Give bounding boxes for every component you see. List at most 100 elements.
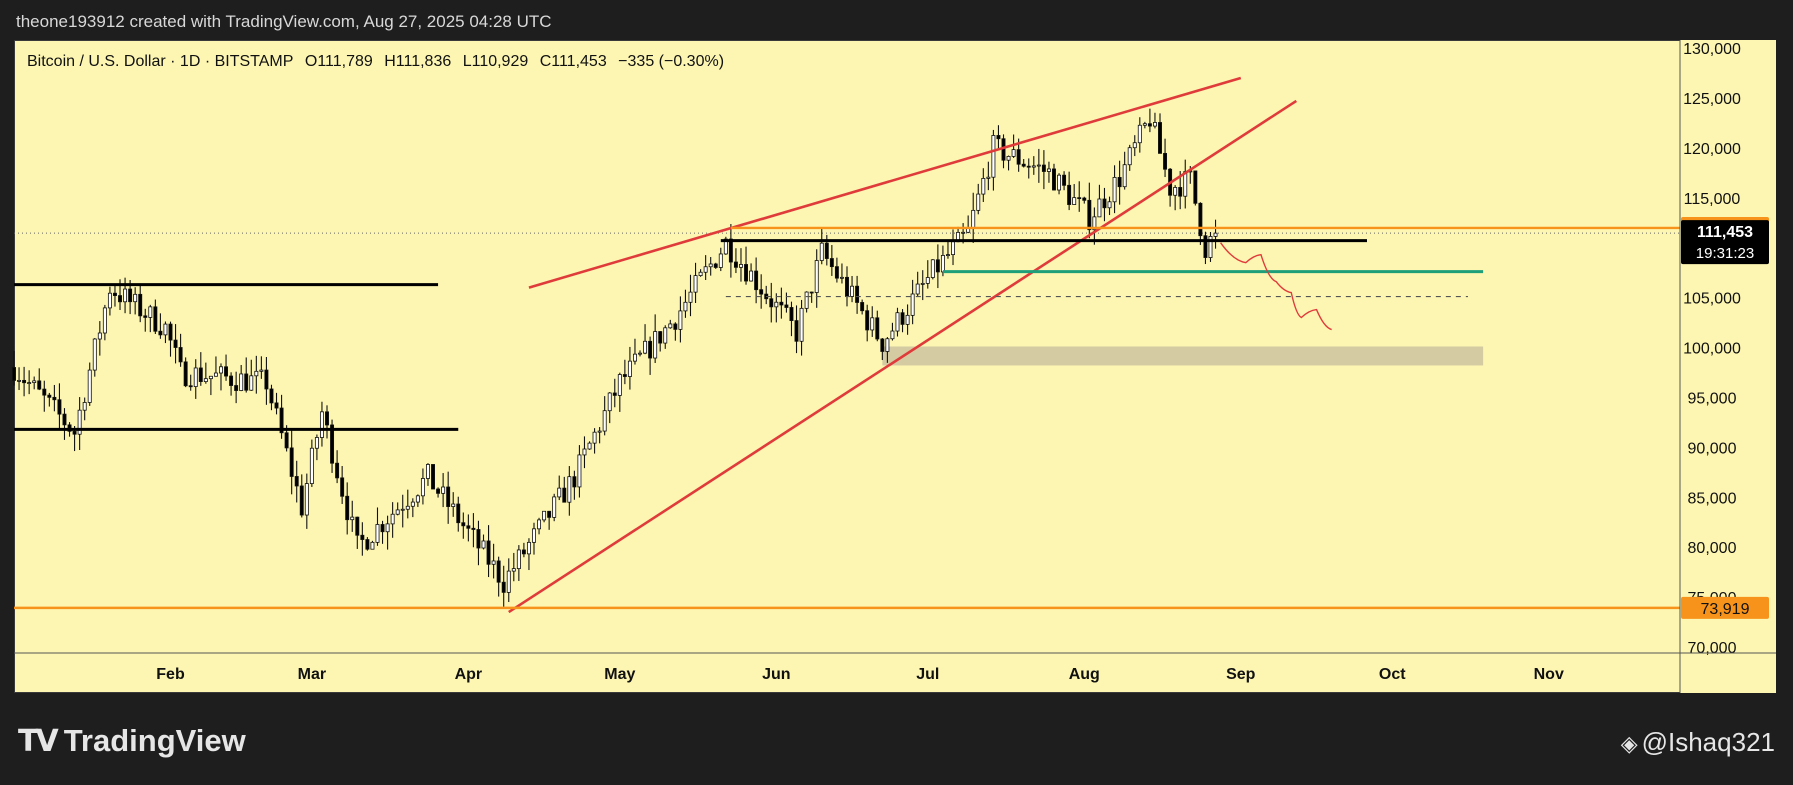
candle[interactable] — [1147, 123, 1152, 127]
candle[interactable] — [451, 503, 456, 507]
candle[interactable] — [597, 430, 602, 433]
candle[interactable] — [552, 496, 557, 518]
candle[interactable] — [850, 285, 855, 297]
candle[interactable] — [319, 411, 324, 438]
candle[interactable] — [102, 307, 107, 334]
candle[interactable] — [1208, 236, 1213, 258]
candle[interactable] — [471, 527, 476, 530]
candle[interactable] — [1122, 164, 1127, 188]
candle[interactable] — [1041, 164, 1046, 172]
candle[interactable] — [880, 338, 885, 352]
candle[interactable] — [824, 242, 829, 259]
candle[interactable] — [1011, 149, 1016, 157]
candle[interactable] — [910, 293, 915, 316]
candle[interactable] — [577, 454, 582, 488]
candle[interactable] — [698, 271, 703, 277]
candle[interactable] — [128, 288, 133, 303]
candle[interactable] — [1087, 199, 1092, 231]
projected-path[interactable] — [1220, 242, 1332, 331]
candle[interactable] — [330, 424, 335, 464]
candle[interactable] — [976, 193, 981, 211]
candle[interactable] — [728, 238, 733, 263]
candle[interactable] — [673, 323, 678, 330]
candle[interactable] — [203, 378, 208, 383]
candle[interactable] — [733, 261, 738, 268]
candle[interactable] — [557, 487, 562, 498]
candle[interactable] — [173, 339, 178, 348]
candle[interactable] — [845, 276, 849, 297]
candle[interactable] — [521, 549, 526, 555]
candle[interactable] — [22, 379, 27, 384]
candle[interactable] — [759, 289, 764, 295]
candle[interactable] — [925, 277, 930, 284]
candle[interactable] — [915, 283, 920, 295]
candle[interactable] — [567, 476, 572, 503]
candle[interactable] — [703, 266, 708, 273]
candle[interactable] — [1178, 187, 1183, 197]
candle[interactable] — [769, 298, 774, 308]
candle[interactable] — [244, 373, 249, 391]
candle[interactable] — [138, 293, 143, 317]
candle[interactable] — [47, 394, 52, 398]
candle[interactable] — [834, 266, 839, 279]
candle[interactable] — [158, 330, 163, 336]
candle[interactable] — [890, 330, 895, 340]
candle[interactable] — [678, 310, 683, 330]
candle[interactable] — [895, 312, 900, 332]
candle[interactable] — [1163, 152, 1168, 170]
candle[interactable] — [829, 258, 834, 268]
candle[interactable] — [1107, 201, 1112, 209]
symbol-legend[interactable]: Bitcoin / U.S. Dollar · 1D · BITSTAMP O1… — [27, 53, 731, 71]
candle[interactable] — [415, 495, 420, 503]
candle[interactable] — [1183, 171, 1188, 197]
candle[interactable] — [107, 292, 112, 309]
candle[interactable] — [279, 407, 284, 434]
candle[interactable] — [935, 259, 940, 273]
candle[interactable] — [294, 476, 299, 487]
candle[interactable] — [456, 503, 461, 524]
candle[interactable] — [986, 176, 991, 179]
candle[interactable] — [390, 513, 395, 525]
candle[interactable] — [486, 540, 491, 565]
candle[interactable] — [496, 560, 501, 583]
candle[interactable] — [713, 263, 718, 268]
candle[interactable] — [178, 347, 183, 363]
candle[interactable] — [446, 486, 451, 507]
candle[interactable] — [239, 373, 244, 391]
candle[interactable] — [375, 524, 380, 543]
last-price-tag[interactable] — [1681, 220, 1769, 265]
candle[interactable] — [643, 340, 648, 354]
candle[interactable] — [314, 437, 319, 449]
candle[interactable] — [774, 301, 779, 308]
candle[interactable] — [481, 540, 486, 549]
candle[interactable] — [779, 301, 784, 306]
candle[interactable] — [865, 310, 870, 331]
candle[interactable] — [961, 231, 966, 234]
candle[interactable] — [784, 304, 789, 308]
candle[interactable] — [668, 323, 673, 329]
candle[interactable] — [607, 392, 612, 412]
candle[interactable] — [466, 525, 471, 529]
candle[interactable] — [153, 306, 158, 332]
candle[interactable] — [562, 487, 567, 503]
candle[interactable] — [526, 541, 531, 555]
candle[interactable] — [304, 483, 309, 516]
candle[interactable] — [12, 367, 16, 381]
candle[interactable] — [940, 255, 945, 273]
candle[interactable] — [693, 275, 698, 293]
candle[interactable] — [718, 253, 723, 268]
candle[interactable] — [648, 340, 653, 359]
candle[interactable] — [208, 375, 213, 380]
candle[interactable] — [163, 323, 168, 336]
candle[interactable] — [1062, 174, 1067, 186]
candle[interactable] — [299, 485, 304, 516]
candle[interactable] — [133, 293, 138, 303]
candle[interactable] — [426, 464, 430, 479]
candle[interactable] — [1117, 177, 1122, 188]
symbol-name[interactable]: Bitcoin / U.S. Dollar · 1D · BITSTAMP — [27, 53, 294, 70]
candle[interactable] — [951, 241, 955, 256]
candle[interactable] — [82, 402, 87, 411]
candle[interactable] — [511, 568, 516, 572]
candle[interactable] — [1158, 122, 1162, 154]
